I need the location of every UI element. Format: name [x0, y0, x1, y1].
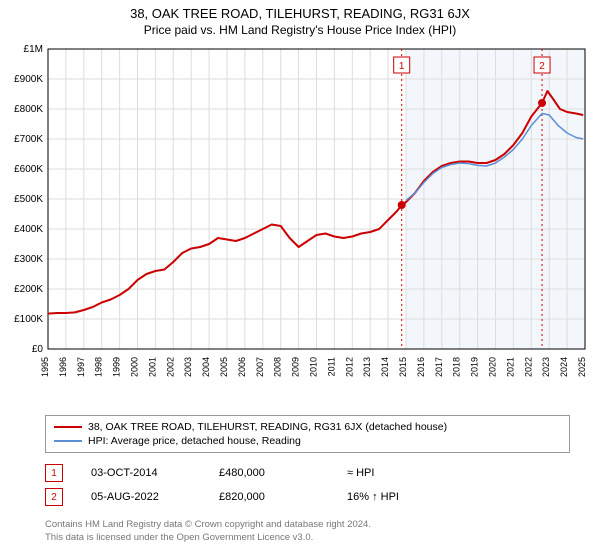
svg-text:2015: 2015 — [398, 357, 408, 377]
svg-text:2001: 2001 — [147, 357, 157, 377]
svg-text:£500K: £500K — [14, 194, 43, 205]
svg-text:1995: 1995 — [40, 357, 50, 377]
svg-text:2004: 2004 — [201, 357, 211, 377]
svg-text:£700K: £700K — [14, 134, 43, 145]
sale-price: £480,000 — [219, 467, 319, 479]
svg-text:2025: 2025 — [577, 357, 587, 377]
svg-text:1997: 1997 — [76, 357, 86, 377]
svg-text:2009: 2009 — [291, 357, 301, 377]
sale-date: 05-AUG-2022 — [91, 491, 191, 503]
svg-text:£600K: £600K — [14, 164, 43, 175]
svg-text:2011: 2011 — [326, 357, 336, 376]
sales-table: 1 03-OCT-2014 £480,000 ≈ HPI 2 05-AUG-2022 £82… — [45, 461, 570, 509]
svg-text:2012: 2012 — [344, 357, 354, 377]
svg-text:2023: 2023 — [541, 357, 551, 377]
svg-text:£400K: £400K — [14, 224, 43, 235]
legend-swatch — [54, 440, 82, 442]
svg-text:2022: 2022 — [523, 357, 533, 377]
svg-text:2006: 2006 — [237, 357, 247, 377]
svg-text:£1M: £1M — [24, 44, 43, 55]
svg-text:£300K: £300K — [14, 254, 43, 265]
svg-text:1998: 1998 — [94, 357, 104, 377]
sale-date: 03-OCT-2014 — [91, 467, 191, 479]
svg-text:1999: 1999 — [112, 357, 122, 377]
svg-text:2014: 2014 — [380, 357, 390, 377]
sale-badge: 1 — [45, 464, 63, 482]
svg-text:£900K: £900K — [14, 74, 43, 85]
svg-text:2: 2 — [539, 61, 545, 72]
svg-text:2010: 2010 — [309, 357, 319, 377]
svg-text:2008: 2008 — [273, 357, 283, 377]
legend-item: HPI: Average price, detached house, Read… — [54, 434, 561, 448]
sale-price: £820,000 — [219, 491, 319, 503]
svg-text:2021: 2021 — [505, 357, 515, 377]
svg-text:2013: 2013 — [362, 357, 372, 377]
price-chart: £0 £100K £200K £300K £400K £500K £600K £700K £80… — [0, 39, 600, 409]
svg-text:2005: 2005 — [219, 357, 229, 377]
svg-text:2003: 2003 — [183, 357, 193, 377]
legend-label: HPI: Average price, detached house, Read… — [88, 435, 301, 447]
svg-text:1: 1 — [399, 61, 405, 72]
sale-row: 1 03-OCT-2014 £480,000 ≈ HPI — [45, 461, 570, 485]
svg-text:2019: 2019 — [470, 357, 480, 377]
svg-text:2024: 2024 — [559, 357, 569, 377]
svg-text:2017: 2017 — [434, 357, 444, 377]
legend-swatch — [54, 426, 82, 428]
footer-line2: This data is licensed under the Open Gov… — [45, 532, 570, 545]
svg-text:£200K: £200K — [14, 284, 43, 295]
svg-text:2007: 2007 — [255, 357, 265, 377]
svg-text:£0: £0 — [32, 344, 44, 355]
svg-text:2016: 2016 — [416, 357, 426, 377]
svg-text:£100K: £100K — [14, 314, 43, 325]
svg-text:2002: 2002 — [165, 357, 175, 377]
sale-badge: 2 — [45, 488, 63, 506]
sale-delta: 16% ↑ HPI — [347, 491, 447, 503]
svg-text:£800K: £800K — [14, 104, 43, 115]
legend: 38, OAK TREE ROAD, TILEHURST, READING, R… — [45, 415, 570, 453]
svg-text:2018: 2018 — [452, 357, 462, 377]
page-title: 38, OAK TREE ROAD, TILEHURST, READING, R… — [0, 6, 600, 21]
svg-text:1996: 1996 — [58, 357, 68, 377]
sale-delta: ≈ HPI — [347, 467, 447, 479]
page-subtitle: Price paid vs. HM Land Registry's House … — [0, 23, 600, 37]
legend-label: 38, OAK TREE ROAD, TILEHURST, READING, R… — [88, 421, 447, 433]
svg-text:2000: 2000 — [130, 357, 140, 377]
sale-row: 2 05-AUG-2022 £820,000 16% ↑ HPI — [45, 485, 570, 509]
svg-text:2020: 2020 — [488, 357, 498, 377]
legend-item: 38, OAK TREE ROAD, TILEHURST, READING, R… — [54, 420, 561, 434]
footer: Contains HM Land Registry data © Crown c… — [45, 519, 570, 553]
footer-line1: Contains HM Land Registry data © Crown c… — [45, 519, 570, 532]
